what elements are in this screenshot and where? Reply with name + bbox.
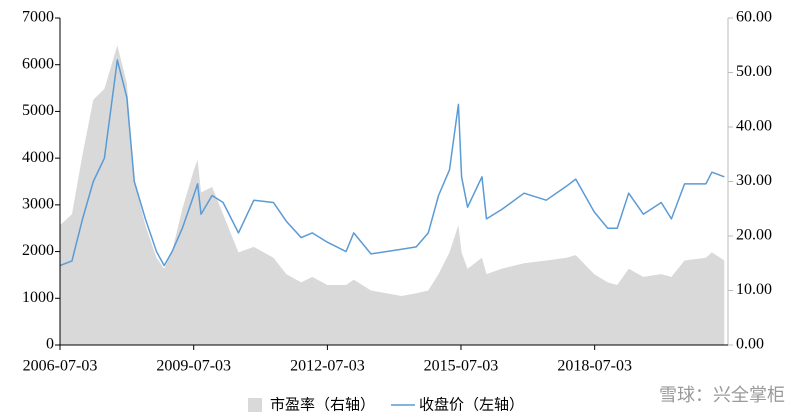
- y-tick-label: 6000: [22, 55, 54, 72]
- watermark: 雪球：兴全掌柜: [659, 385, 785, 406]
- y2-tick-label: 30.00: [736, 172, 772, 189]
- y2-tick-label: 20.00: [736, 227, 772, 244]
- legend-swatch: [248, 398, 262, 412]
- y-tick-label: 3000: [22, 196, 54, 213]
- x-tick-label: 2018-07-03: [557, 358, 632, 375]
- y2-tick-label: 50.00: [736, 63, 772, 80]
- y2-tick-label: 60.00: [736, 9, 772, 26]
- y-tick-label: 4000: [22, 149, 54, 166]
- y2-tick-label: 0.00: [736, 336, 764, 353]
- y2-tick-label: 10.00: [736, 281, 772, 298]
- y-tick-label: 7000: [22, 9, 54, 26]
- y2-tick-label: 40.00: [736, 118, 772, 135]
- y-tick-label: 5000: [22, 102, 54, 119]
- x-tick-label: 2012-07-03: [290, 358, 365, 375]
- legend-label: 收盘价（左轴）: [419, 396, 524, 414]
- x-tick-label: 2006-07-03: [23, 358, 98, 375]
- area: [60, 45, 725, 345]
- legend-label: 市盈率（右轴）: [270, 396, 375, 414]
- x-tick-label: 2009-07-03: [156, 358, 231, 375]
- y-tick-label: 1000: [22, 289, 54, 306]
- line: [59, 59, 725, 267]
- y-tick-label: 2000: [22, 242, 54, 259]
- x-tick-label: 2015-07-03: [424, 358, 499, 375]
- y-tick-label: 0: [46, 336, 54, 353]
